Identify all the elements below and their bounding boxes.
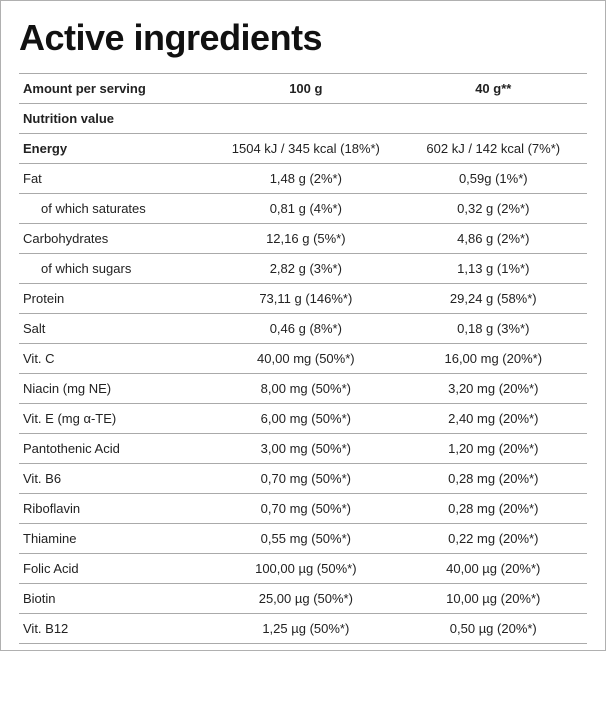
row-label: Protein xyxy=(19,284,212,314)
row-value-100g: 0,70 mg (50%*) xyxy=(212,494,399,524)
table-row: Vit. E (mg α-TE)6,00 mg (50%*)2,40 mg (2… xyxy=(19,404,587,434)
row-label: Niacin (mg NE) xyxy=(19,374,212,404)
table-row: Vit. B60,70 mg (50%*)0,28 mg (20%*) xyxy=(19,464,587,494)
row-value-100g: 73,11 g (146%*) xyxy=(212,284,399,314)
table-row: Vit. B121,25 µg (50%*)0,50 µg (20%*) xyxy=(19,614,587,644)
row-value-40g: 1,20 mg (20%*) xyxy=(400,434,587,464)
panel-title: Active ingredients xyxy=(19,17,587,59)
row-label: Salt xyxy=(19,314,212,344)
row-value-40g: 4,86 g (2%*) xyxy=(400,224,587,254)
row-label: Vit. C xyxy=(19,344,212,374)
table-row: Niacin (mg NE)8,00 mg (50%*)3,20 mg (20%… xyxy=(19,374,587,404)
row-value-40g: 2,40 mg (20%*) xyxy=(400,404,587,434)
row-value-40g: 16,00 mg (20%*) xyxy=(400,344,587,374)
section-row: Nutrition value xyxy=(19,104,587,134)
row-value-100g: 40,00 mg (50%*) xyxy=(212,344,399,374)
row-label: Riboflavin xyxy=(19,494,212,524)
header-col2: 40 g** xyxy=(400,74,587,104)
row-label: Fat xyxy=(19,164,212,194)
row-value-100g: 8,00 mg (50%*) xyxy=(212,374,399,404)
row-value-40g: 3,20 mg (20%*) xyxy=(400,374,587,404)
row-value-40g: 0,50 µg (20%*) xyxy=(400,614,587,644)
row-value-100g: 1,48 g (2%*) xyxy=(212,164,399,194)
row-value-40g: 0,22 mg (20%*) xyxy=(400,524,587,554)
row-label: of which sugars xyxy=(19,254,212,284)
row-value-100g: 0,81 g (4%*) xyxy=(212,194,399,224)
header-col1: 100 g xyxy=(212,74,399,104)
table-row: Energy1504 kJ / 345 kcal (18%*)602 kJ / … xyxy=(19,134,587,164)
table-row: Pantothenic Acid3,00 mg (50%*)1,20 mg (2… xyxy=(19,434,587,464)
row-value-40g: 0,28 mg (20%*) xyxy=(400,464,587,494)
row-value-40g: 0,28 mg (20%*) xyxy=(400,494,587,524)
row-value-40g: 0,59g (1%*) xyxy=(400,164,587,194)
row-label: Carbohydrates xyxy=(19,224,212,254)
row-label: Folic Acid xyxy=(19,554,212,584)
table-row: Protein73,11 g (146%*)29,24 g (58%*) xyxy=(19,284,587,314)
table-row: of which sugars2,82 g (3%*)1,13 g (1%*) xyxy=(19,254,587,284)
table-header-row: Amount per serving 100 g 40 g** xyxy=(19,74,587,104)
table-row: Riboflavin0,70 mg (50%*)0,28 mg (20%*) xyxy=(19,494,587,524)
header-label: Amount per serving xyxy=(19,74,212,104)
row-label: Vit. B12 xyxy=(19,614,212,644)
row-value-100g: 1504 kJ / 345 kcal (18%*) xyxy=(212,134,399,164)
table-row: Folic Acid100,00 µg (50%*)40,00 µg (20%*… xyxy=(19,554,587,584)
table-row: Vit. C40,00 mg (50%*)16,00 mg (20%*) xyxy=(19,344,587,374)
table-row: Salt0,46 g (8%*)0,18 g (3%*) xyxy=(19,314,587,344)
table-body: Nutrition value Energy1504 kJ / 345 kcal… xyxy=(19,104,587,644)
row-value-100g: 0,70 mg (50%*) xyxy=(212,464,399,494)
table-row: Biotin25,00 µg (50%*)10,00 µg (20%*) xyxy=(19,584,587,614)
row-value-40g: 10,00 µg (20%*) xyxy=(400,584,587,614)
table-row: Thiamine0,55 mg (50%*)0,22 mg (20%*) xyxy=(19,524,587,554)
row-value-100g: 3,00 mg (50%*) xyxy=(212,434,399,464)
row-label: Vit. E (mg α-TE) xyxy=(19,404,212,434)
nutrition-panel: Active ingredients Amount per serving 10… xyxy=(0,0,606,651)
row-value-100g: 0,46 g (8%*) xyxy=(212,314,399,344)
row-value-40g: 29,24 g (58%*) xyxy=(400,284,587,314)
row-value-40g: 1,13 g (1%*) xyxy=(400,254,587,284)
row-value-100g: 100,00 µg (50%*) xyxy=(212,554,399,584)
row-value-100g: 6,00 mg (50%*) xyxy=(212,404,399,434)
row-label: of which saturates xyxy=(19,194,212,224)
row-label: Pantothenic Acid xyxy=(19,434,212,464)
row-value-40g: 40,00 µg (20%*) xyxy=(400,554,587,584)
row-value-100g: 25,00 µg (50%*) xyxy=(212,584,399,614)
nutrition-table: Amount per serving 100 g 40 g** Nutritio… xyxy=(19,73,587,644)
table-row: Carbohydrates12,16 g (5%*)4,86 g (2%*) xyxy=(19,224,587,254)
row-value-40g: 602 kJ / 142 kcal (7%*) xyxy=(400,134,587,164)
row-label: Vit. B6 xyxy=(19,464,212,494)
row-value-40g: 0,32 g (2%*) xyxy=(400,194,587,224)
table-row: Fat1,48 g (2%*)0,59g (1%*) xyxy=(19,164,587,194)
row-label: Energy xyxy=(19,134,212,164)
row-value-100g: 2,82 g (3%*) xyxy=(212,254,399,284)
table-row: of which saturates0,81 g (4%*)0,32 g (2%… xyxy=(19,194,587,224)
row-value-40g: 0,18 g (3%*) xyxy=(400,314,587,344)
section-label: Nutrition value xyxy=(19,104,587,134)
row-value-100g: 12,16 g (5%*) xyxy=(212,224,399,254)
row-value-100g: 0,55 mg (50%*) xyxy=(212,524,399,554)
row-label: Biotin xyxy=(19,584,212,614)
row-value-100g: 1,25 µg (50%*) xyxy=(212,614,399,644)
row-label: Thiamine xyxy=(19,524,212,554)
